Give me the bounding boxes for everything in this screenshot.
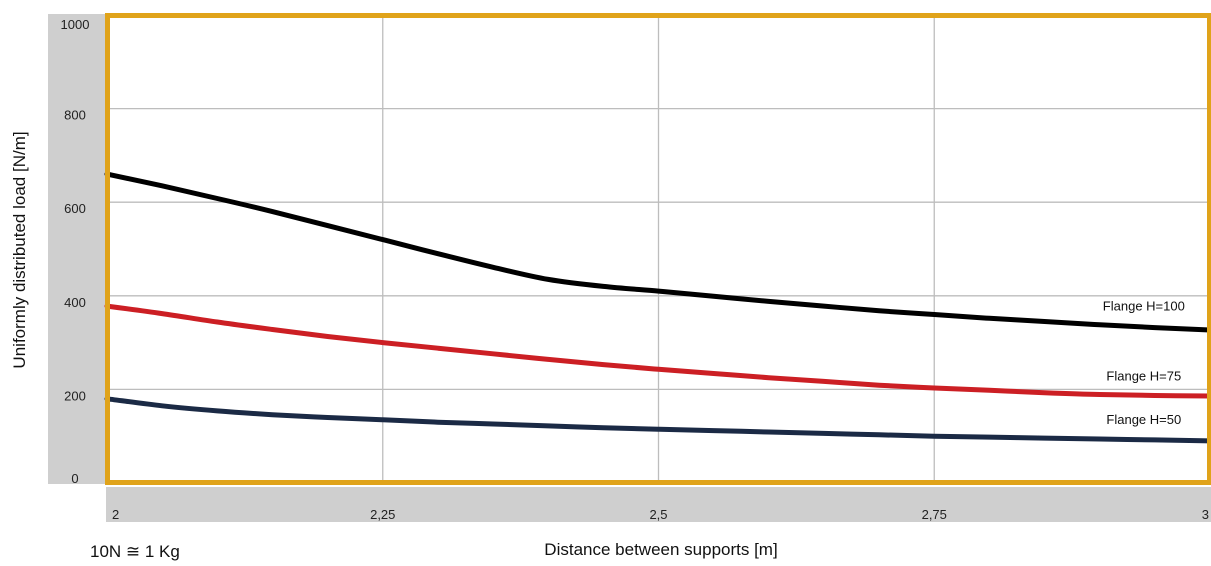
series-lines	[104, 171, 1211, 444]
y-tick-label: 400	[64, 295, 86, 310]
grid	[107, 15, 1210, 483]
y-axis-title: Uniformly distributed load [N/m]	[10, 131, 29, 368]
x-tick-label: 2,25	[370, 507, 395, 522]
series-line-1	[104, 303, 1211, 399]
y-tick-labels: 0 200 400 600 800 1000	[61, 17, 90, 486]
series-label: Flange H=50	[1106, 412, 1181, 427]
x-tick-label: 3	[1202, 507, 1209, 522]
y-tick-label: 600	[64, 201, 86, 216]
series-labels: Flange H=100 Flange H=75 Flange H=50	[1103, 299, 1185, 427]
x-tick-labels: 2 2,25 2,5 2,75 3	[112, 507, 1209, 522]
series-line-2	[104, 396, 1211, 444]
y-tick-label: 800	[64, 108, 86, 123]
series-line-0	[104, 171, 1211, 333]
x-tick-label: 2,75	[922, 507, 947, 522]
x-tick-label: 2,5	[649, 507, 667, 522]
y-tick-label: 200	[64, 388, 86, 403]
x-axis-title: Distance between supports [m]	[544, 540, 777, 559]
x-axis-band	[106, 487, 1211, 522]
y-axis-band	[48, 14, 106, 484]
y-tick-label: 0	[71, 471, 78, 486]
plot-frame	[105, 13, 1211, 485]
unit-note: 10N ≅ 1 Kg	[90, 542, 180, 561]
x-tick-label: 2	[112, 507, 119, 522]
series-label: Flange H=100	[1103, 299, 1185, 314]
series-label: Flange H=75	[1106, 368, 1181, 383]
y-tick-label: 1000	[61, 17, 90, 32]
